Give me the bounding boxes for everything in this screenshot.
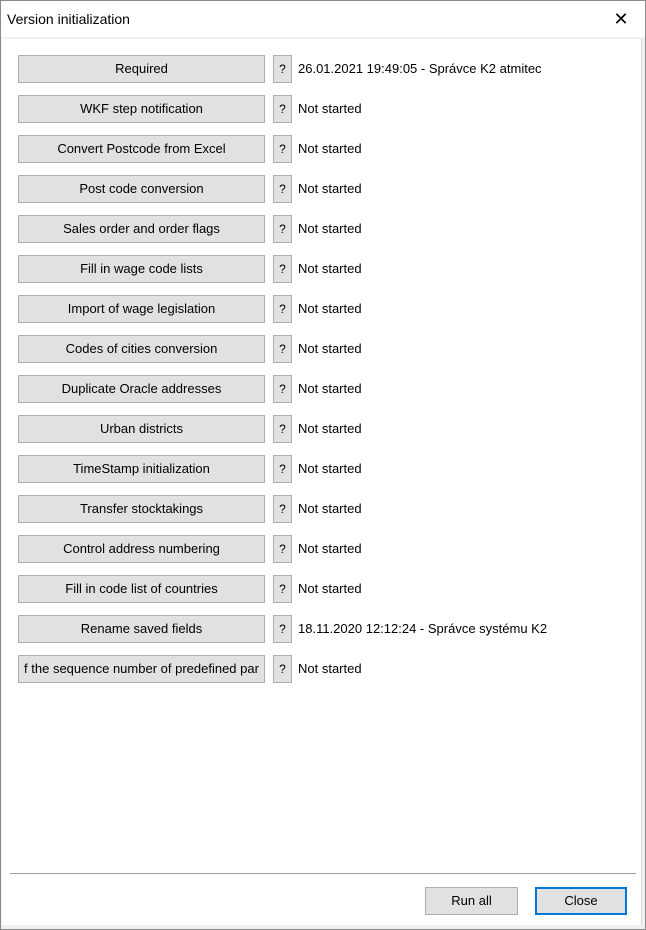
step-button[interactable]: Required — [18, 55, 265, 83]
help-button[interactable]: ? — [273, 375, 292, 403]
close-button[interactable]: Close — [535, 887, 627, 915]
step-button[interactable]: Sales order and order flags — [18, 215, 265, 243]
step-status: Not started — [298, 421, 362, 436]
step-status: Not started — [298, 301, 362, 316]
help-button[interactable]: ? — [273, 455, 292, 483]
step-status: Not started — [298, 581, 362, 596]
step-button[interactable]: Post code conversion — [18, 175, 265, 203]
window-title: Version initialization — [7, 11, 130, 27]
step-status: Not started — [298, 541, 362, 556]
run-all-button[interactable]: Run all — [425, 887, 518, 915]
help-button[interactable]: ? — [273, 495, 292, 523]
step-status: Not started — [298, 141, 362, 156]
help-button[interactable]: ? — [273, 95, 292, 123]
step-status: Not started — [298, 101, 362, 116]
step-status: Not started — [298, 181, 362, 196]
step-status: Not started — [298, 341, 362, 356]
step-status: Not started — [298, 461, 362, 476]
step-status: Not started — [298, 661, 362, 676]
step-status: Not started — [298, 261, 362, 276]
help-button[interactable]: ? — [273, 55, 292, 83]
step-button[interactable]: Control address numbering — [18, 535, 265, 563]
help-button[interactable]: ? — [273, 615, 292, 643]
step-button[interactable]: TimeStamp initialization — [18, 455, 265, 483]
help-button[interactable]: ? — [273, 415, 292, 443]
help-button[interactable]: ? — [273, 175, 292, 203]
help-button[interactable]: ? — [273, 255, 292, 283]
help-button[interactable]: ? — [273, 535, 292, 563]
step-button[interactable]: Transfer stocktakings — [18, 495, 265, 523]
step-status: Not started — [298, 381, 362, 396]
help-button[interactable]: ? — [273, 335, 292, 363]
close-icon[interactable]: ✕ — [613, 9, 629, 29]
help-button[interactable]: ? — [273, 575, 292, 603]
help-button[interactable]: ? — [273, 215, 292, 243]
step-status: Not started — [298, 501, 362, 516]
step-button[interactable]: Codes of cities conversion — [18, 335, 265, 363]
help-button[interactable]: ? — [273, 135, 292, 163]
step-button[interactable]: Import of wage legislation — [18, 295, 265, 323]
step-status: Not started — [298, 221, 362, 236]
step-button[interactable]: Fill in wage code lists — [18, 255, 265, 283]
step-button[interactable]: Rename saved fields — [18, 615, 265, 643]
step-button[interactable]: Convert Postcode from Excel — [18, 135, 265, 163]
step-button[interactable]: Duplicate Oracle addresses — [18, 375, 265, 403]
footer-divider — [10, 873, 636, 874]
step-status: 26.01.2021 19:49:05 - Správce K2 atmitec — [298, 61, 542, 76]
help-button[interactable]: ? — [273, 295, 292, 323]
content-panel: Run all Close Required ? 26.01.2021 19:4… — [2, 39, 642, 925]
step-button[interactable]: Fill in code list of countries — [18, 575, 265, 603]
step-button[interactable]: WKF step notification — [18, 95, 265, 123]
title-bar: Version initialization ✕ — [1, 1, 645, 37]
help-button[interactable]: ? — [273, 655, 292, 683]
step-button[interactable]: f the sequence number of predefined par — [18, 655, 265, 683]
step-status: 18.11.2020 12:12:24 - Správce systému K2 — [298, 621, 548, 636]
step-button[interactable]: Urban districts — [18, 415, 265, 443]
